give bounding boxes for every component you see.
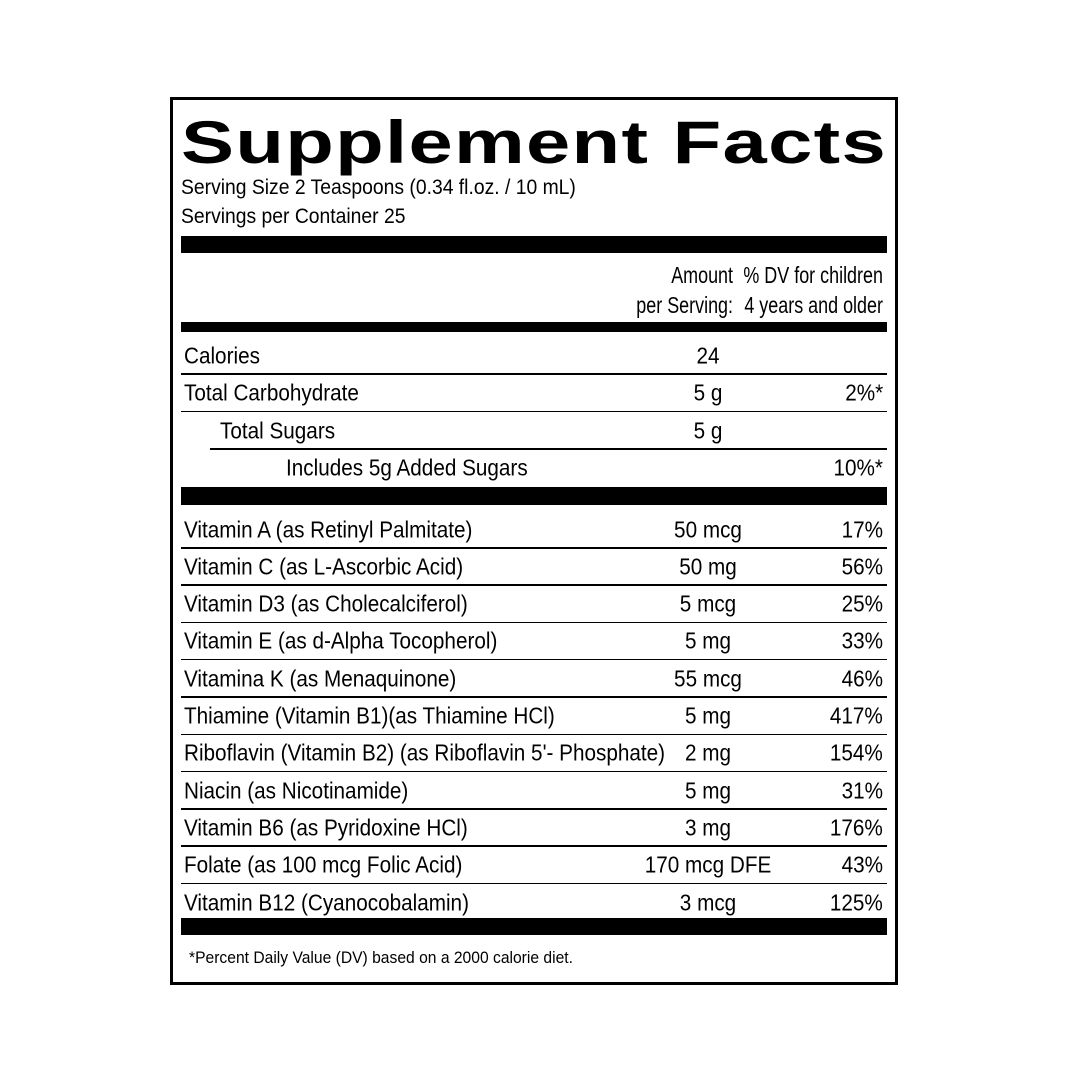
nutrient-name: Vitamina K (as Menaquinone) bbox=[184, 665, 457, 692]
nutrient-name: Riboflavin (Vitamin B2) (as Riboflavin 5… bbox=[184, 739, 666, 766]
nutrient-dv: 125% bbox=[830, 889, 883, 915]
nutrient-amount-text: 24 bbox=[696, 342, 720, 368]
nutrient-name: Vitamin A (as Retinyl Palmitate) bbox=[184, 516, 473, 542]
nutrient-row: Total Sugars 5 g bbox=[173, 412, 895, 450]
nutrient-row: Vitamina K (as Menaquinone) 55 mcg 46% bbox=[173, 660, 895, 698]
nutrient-row: Vitamin B12 (Cyanocobalamin) 3 mcg 125% bbox=[173, 884, 895, 921]
nutrient-name: Niacin (as Nicotinamide) bbox=[184, 777, 409, 804]
nutrient-row: Vitamin D3 (as Cholecalciferol) 5 mcg 25% bbox=[173, 586, 895, 624]
row-divider bbox=[181, 410, 887, 412]
supplement-facts-panel: Supplement Facts Serving Size 2 Teaspoon… bbox=[170, 97, 898, 985]
nutrient-dv: 33% bbox=[841, 627, 883, 654]
nutrient-row: Riboflavin (Vitamin B2) (as Riboflavin 5… bbox=[173, 735, 895, 773]
row-divider bbox=[181, 621, 887, 624]
nutrient-name: Vitamin D3 (as Cholecalciferol) bbox=[184, 590, 468, 617]
nutrient-name: Folate (as 100 mcg Folic Acid) bbox=[184, 851, 463, 878]
nutrient-dv: 2%* bbox=[845, 379, 883, 406]
nutrient-amount-text: 5 mcg bbox=[679, 590, 737, 617]
nutrient-dv: 56% bbox=[841, 553, 883, 580]
row-divider bbox=[181, 373, 887, 375]
nutrient-amount-text: 50 mcg bbox=[674, 516, 742, 542]
nutrient-amount-text: 2 mg bbox=[684, 739, 732, 766]
row-divider bbox=[181, 696, 887, 698]
nutrient-dv: 31% bbox=[841, 777, 883, 804]
nutrient-row: Vitamin B6 (as Pyridoxine HCl) 3 mg 176% bbox=[173, 809, 895, 847]
thick-divider bbox=[181, 918, 887, 935]
nutrient-dv: 43% bbox=[841, 851, 883, 878]
thick-divider bbox=[181, 236, 887, 253]
nutrient-amount-text: 170 mcg DFE bbox=[644, 851, 772, 878]
nutrient-dv: 176% bbox=[830, 814, 883, 841]
servings-per-container: Servings per Container 25 bbox=[181, 205, 406, 228]
nutrient-amount-text: 3 mg bbox=[684, 814, 732, 841]
row-divider bbox=[181, 547, 887, 549]
nutrient-row: Calories 24 bbox=[173, 337, 895, 375]
nutrient-row: Vitamin C (as L-Ascorbic Acid) 50 mg 56% bbox=[173, 548, 895, 586]
nutrient-row: Folate (as 100 mcg Folic Acid) 170 mcg DF… bbox=[173, 847, 895, 885]
nutrient-name: Includes 5g Added Sugars bbox=[286, 454, 528, 481]
nutrient-amount-text: 5 g bbox=[693, 379, 723, 406]
row-divider bbox=[181, 808, 887, 810]
nutrient-name: Calories bbox=[184, 342, 260, 368]
nutrient-name: Vitamin E (as d-Alpha Tocopherol) bbox=[184, 627, 498, 654]
nutrient-amount-text: 55 mcg bbox=[674, 665, 742, 692]
nutrient-row: Total Carbohydrate 5 g 2%* bbox=[173, 375, 895, 412]
nutrient-row: Thiamine (Vitamin B1)(as Thiamine HCl) 5 … bbox=[173, 698, 895, 735]
nutrient-name: Vitamin C (as L-Ascorbic Acid) bbox=[184, 553, 464, 580]
nutrient-row: Vitamin A (as Retinyl Palmitate) 50 mcg 17… bbox=[173, 511, 895, 549]
panel-title: Supplement Facts bbox=[181, 109, 887, 176]
nutrient-name: Thiamine (Vitamin B1)(as Thiamine HCl) bbox=[184, 702, 555, 729]
nutrient-row: Niacin (as Nicotinamide) 5 mg 31% bbox=[173, 772, 895, 810]
dv-header: % DV for children 4 years and older bbox=[743, 260, 883, 320]
nutrient-amount-text: 5 mg bbox=[684, 777, 732, 804]
nutrient-amount-text: 3 mcg bbox=[679, 889, 737, 915]
nutrient-name: Vitamin B6 (as Pyridoxine HCl) bbox=[184, 814, 468, 841]
medium-divider bbox=[181, 322, 887, 332]
serving-size: Serving Size 2 Teaspoons (0.34 fl.oz. / … bbox=[181, 176, 576, 199]
nutrient-dv: 154% bbox=[830, 739, 883, 766]
thick-divider bbox=[181, 487, 887, 505]
dv-header-line1: % DV for children bbox=[743, 262, 883, 288]
nutrient-dv: 417% bbox=[830, 702, 883, 729]
row-divider bbox=[181, 584, 887, 586]
footnote: *Percent Daily Value (DV) based on a 200… bbox=[189, 948, 573, 967]
row-divider bbox=[181, 770, 887, 773]
nutrient-name: Vitamin B12 (Cyanocobalamin) bbox=[184, 889, 469, 915]
row-divider bbox=[181, 733, 887, 735]
nutrient-row: Includes 5g Added Sugars 10%* bbox=[173, 450, 895, 487]
nutrient-dv: 25% bbox=[841, 590, 883, 617]
nutrient-dv: 17% bbox=[841, 516, 883, 542]
dv-header-line2: 4 years and older bbox=[744, 292, 883, 318]
nutrient-row: Vitamin E (as d-Alpha Tocopherol) 5 mg 33% bbox=[173, 623, 895, 661]
amount-header: Amount per Serving: bbox=[636, 260, 733, 320]
nutrient-dv: 10%* bbox=[833, 454, 883, 481]
nutrient-name: Total Carbohydrate bbox=[184, 379, 359, 406]
nutrient-amount-text: 5 mg bbox=[684, 702, 732, 729]
row-divider bbox=[210, 448, 887, 450]
row-divider bbox=[181, 845, 887, 847]
nutrient-amount-text: 50 mg bbox=[679, 553, 737, 580]
nutrient-name: Total Sugars bbox=[220, 417, 336, 443]
nutrient-amount-text: 5 g bbox=[693, 417, 723, 443]
row-divider bbox=[181, 658, 887, 661]
nutrient-amount-text: 5 mg bbox=[684, 627, 732, 654]
amount-header-line1: Amount bbox=[671, 262, 733, 288]
row-divider bbox=[181, 882, 887, 885]
amount-header-line2: per Serving: bbox=[636, 292, 733, 318]
nutrient-dv: 46% bbox=[841, 665, 883, 692]
